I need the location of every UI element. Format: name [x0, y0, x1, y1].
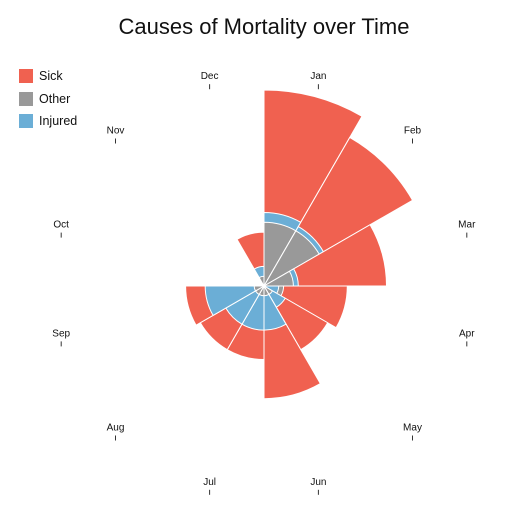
month-label-dec: Dec [201, 71, 219, 82]
chart-title: Causes of Mortality over Time [118, 14, 410, 39]
month-label-mar: Mar [458, 220, 476, 231]
month-label-jun: Jun [310, 477, 326, 488]
legend: Sick Other Injured [19, 65, 77, 133]
wedge-other-sep[interactable] [253, 285, 266, 292]
month-label-jul: Jul [203, 477, 216, 488]
legend-swatch-injured [19, 114, 33, 129]
legend-swatch-sick [19, 69, 33, 84]
legend-item-sick[interactable]: Sick [19, 65, 77, 88]
month-label-may: May [403, 423, 422, 434]
wedge-injured-sep[interactable] [204, 285, 266, 317]
month-label-aug: Aug [107, 423, 125, 434]
month-label-nov: Nov [107, 126, 125, 137]
month-label-apr: Apr [459, 328, 475, 339]
month-label-jan: Jan [310, 71, 326, 82]
legend-item-injured[interactable]: Injured [19, 110, 77, 133]
legend-label-other: Other [39, 91, 71, 106]
wedge-sick-apr[interactable] [262, 285, 348, 329]
month-label-feb: Feb [404, 126, 422, 137]
wedge-other-dec[interactable] [258, 275, 265, 288]
legend-label-sick: Sick [39, 69, 63, 84]
month-label-oct: Oct [53, 220, 69, 231]
month-label-sep: Sep [52, 328, 70, 339]
legend-item-other[interactable]: Other [19, 88, 77, 111]
legend-label-injured: Injured [39, 114, 78, 129]
legend-swatch-other [19, 91, 33, 106]
